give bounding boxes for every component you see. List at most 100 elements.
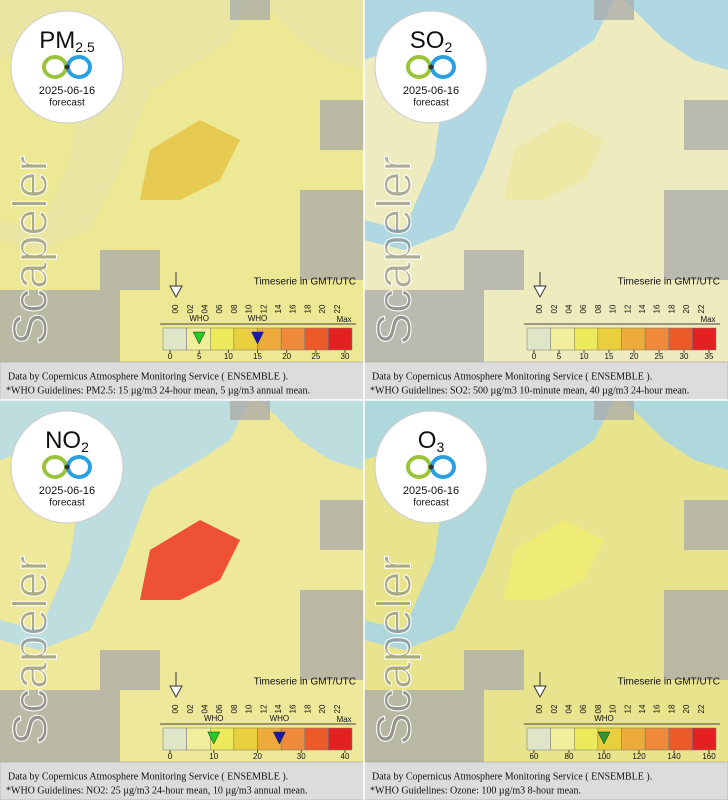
no-data-area xyxy=(300,190,364,280)
caption-band xyxy=(0,361,365,401)
no-data-area xyxy=(464,250,524,290)
hotspot xyxy=(140,520,240,600)
forecast-date: 2025-06-16 xyxy=(403,485,459,497)
hour-label: 22 xyxy=(333,704,342,713)
scale-label: 30 xyxy=(341,352,350,361)
timeline-arrow xyxy=(169,685,183,699)
no-data-area xyxy=(364,290,484,362)
no-data-area xyxy=(684,500,728,550)
sea xyxy=(260,400,364,470)
no-data-area xyxy=(594,0,634,20)
forecast-label: forecast xyxy=(413,98,449,109)
no-data-area xyxy=(100,650,160,690)
hour-label: 04 xyxy=(565,704,574,713)
colorbar-segment xyxy=(162,727,187,751)
pollutant-symbol: NO xyxy=(45,427,81,454)
hour-label: 18 xyxy=(303,704,312,713)
who-marker xyxy=(207,731,221,745)
logo-dot xyxy=(64,64,70,70)
watermark: Scapeler xyxy=(369,156,422,345)
pollutant-name: PM2.5 xyxy=(39,27,95,54)
colorbar-segment xyxy=(304,727,329,751)
hour-label: 04 xyxy=(565,304,574,313)
max-label: Max xyxy=(336,715,351,724)
logo-dot xyxy=(428,464,434,470)
hour-label: 18 xyxy=(667,304,676,313)
hour-label: 18 xyxy=(667,704,676,713)
scale-label: 15 xyxy=(605,352,614,361)
hour-label: 02 xyxy=(550,704,559,713)
scale-label: 60 xyxy=(530,752,539,761)
no-data-area xyxy=(0,290,120,362)
guideline: *WHO Guidelines: Ozone: 100 µg/m3 8-hour… xyxy=(370,785,581,796)
hour-label: 04 xyxy=(201,304,210,313)
hour-label: 16 xyxy=(653,304,662,313)
hour-label: 16 xyxy=(289,704,298,713)
hour-label: 10 xyxy=(609,704,618,713)
no-data-area xyxy=(0,690,120,762)
colorbar-segment xyxy=(233,327,258,351)
who-marker xyxy=(251,331,264,345)
forecast-label: forecast xyxy=(49,498,85,509)
hour-label: 22 xyxy=(697,704,706,713)
who-marker xyxy=(272,731,286,745)
no-data-area xyxy=(320,500,364,550)
scale-label: 160 xyxy=(702,752,716,761)
sea xyxy=(624,400,728,470)
hour-label: 12 xyxy=(623,704,632,713)
hour-label: 10 xyxy=(609,304,618,313)
hour-label: 12 xyxy=(259,704,268,713)
no-data-area xyxy=(684,100,728,150)
scale-label: 10 xyxy=(224,352,233,361)
who-marker xyxy=(192,331,206,345)
who-label: WHO xyxy=(270,714,290,723)
timeserie-label: Timeserie in GMT/UTC xyxy=(618,277,720,288)
colorbar-segment xyxy=(644,727,669,751)
who-marker xyxy=(597,731,611,745)
colorbar-segment xyxy=(526,727,551,751)
hour-label: 14 xyxy=(638,704,647,713)
timeline-arrow xyxy=(533,685,547,699)
credit: Data by Copernicus Atmosphere Monitoring… xyxy=(8,371,288,382)
colorbar-segment xyxy=(621,327,646,351)
logo-dot xyxy=(428,64,434,70)
colorbar-segment xyxy=(280,327,305,351)
scale-label: 10 xyxy=(209,752,218,761)
colorbar-segment xyxy=(574,327,599,351)
colorbar-segment xyxy=(597,327,622,351)
hour-label: 14 xyxy=(274,304,283,313)
hour-label: 06 xyxy=(579,704,588,713)
forecast-label: forecast xyxy=(49,98,85,109)
no-data-area xyxy=(664,590,728,680)
colorbar-segment xyxy=(304,327,329,351)
colorbar-segment xyxy=(644,327,669,351)
hour-label: 16 xyxy=(289,304,298,313)
scale-label: 140 xyxy=(667,752,681,761)
hour-label: 20 xyxy=(682,704,691,713)
hour-label: 20 xyxy=(318,304,327,313)
colorbar-segment xyxy=(328,727,353,751)
scale-label: 10 xyxy=(580,352,589,361)
pollutant-name: SO2 xyxy=(410,27,453,54)
colorbar-segment xyxy=(328,327,353,351)
hour-label: 02 xyxy=(186,304,195,313)
hour-label: 18 xyxy=(303,304,312,313)
no-data-area xyxy=(230,400,270,420)
guideline: *WHO Guidelines: SO2: 500 µg/m3 10-minut… xyxy=(370,385,689,396)
scale-label: 20 xyxy=(630,352,639,361)
scale-label: 25 xyxy=(655,352,664,361)
credit: Data by Copernicus Atmosphere Monitoring… xyxy=(8,771,288,782)
pollutant-name: NO2 xyxy=(45,427,89,454)
forecast-date: 2025-06-16 xyxy=(39,485,95,497)
logo-dot xyxy=(64,464,70,470)
colorbar-segment xyxy=(668,327,693,351)
scale-label: 0 xyxy=(168,352,173,361)
colorbar-segment xyxy=(280,727,305,751)
hour-label: 08 xyxy=(594,304,603,313)
who-label: WHO xyxy=(204,714,224,723)
sea xyxy=(260,0,364,70)
no-data-area xyxy=(464,650,524,690)
pollutant-symbol: O xyxy=(418,427,437,454)
